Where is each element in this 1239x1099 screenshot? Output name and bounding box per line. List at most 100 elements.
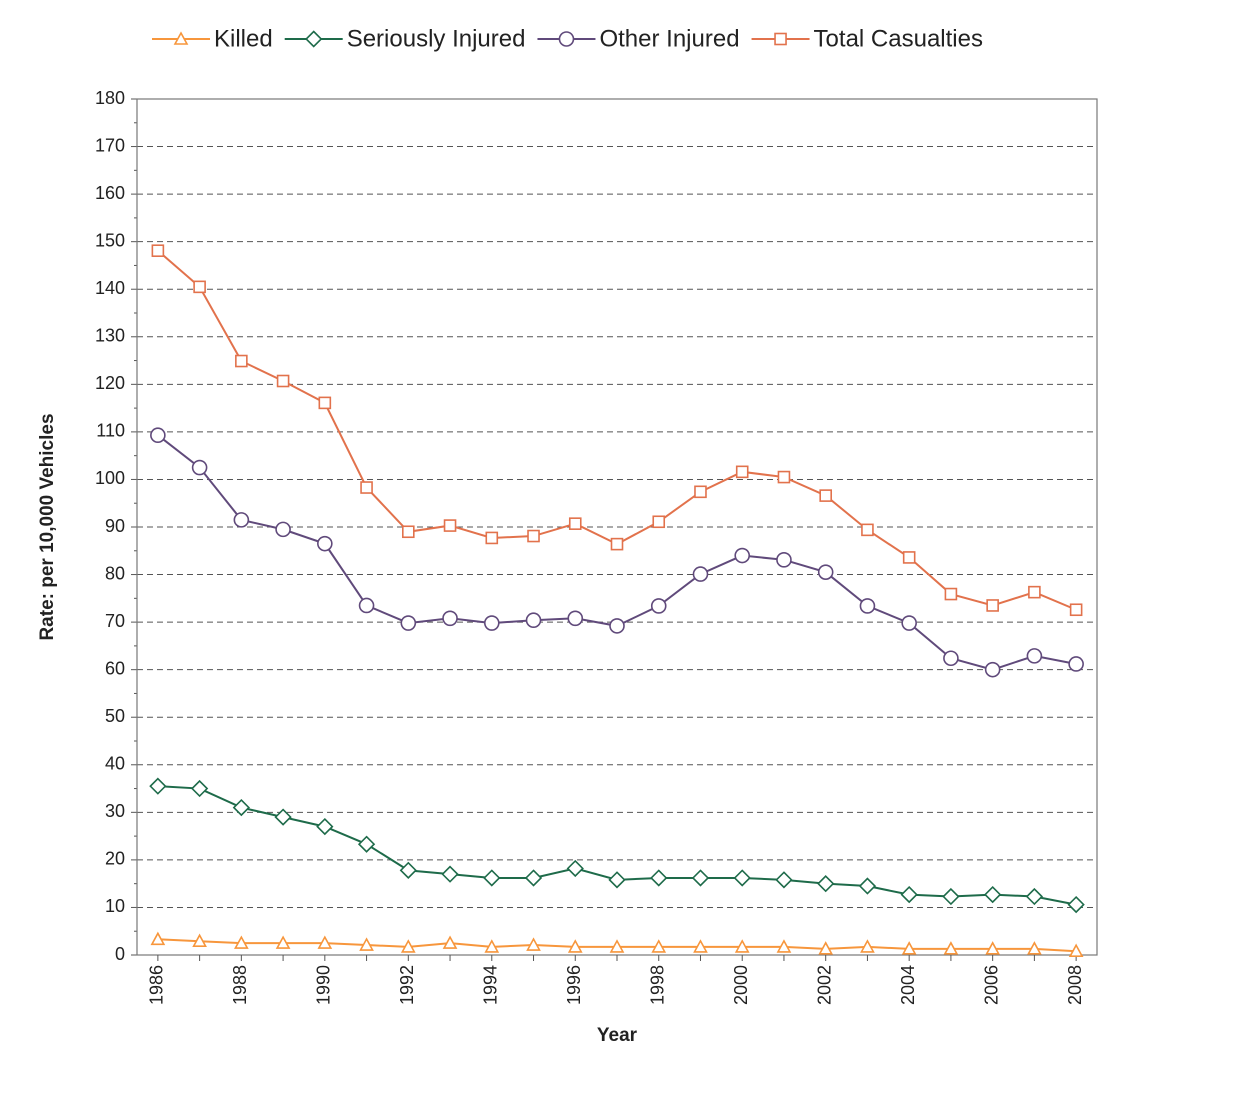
legend-label: Killed [214,25,273,52]
marker [984,661,1001,678]
marker [609,618,625,634]
marker [694,485,707,499]
marker [944,587,958,601]
legend-label: Other Injured [599,25,739,52]
marker [232,798,250,817]
y-tick-label: 60 [105,658,125,678]
marker [819,489,832,502]
marker [776,552,792,568]
marker [775,871,793,889]
marker [568,517,582,530]
y-tick-label: 150 [95,230,125,250]
marker [558,31,575,47]
marker [609,939,625,953]
marker [902,551,916,564]
marker [150,931,166,946]
marker [524,869,543,887]
marker [608,871,626,889]
x-tick-label: 1988 [230,965,250,1005]
marker [1068,943,1084,957]
marker [734,939,750,953]
marker [274,808,292,826]
y-tick-label: 40 [105,754,125,774]
marker [1067,895,1085,914]
marker [400,939,416,953]
series [151,244,1083,617]
marker [359,937,374,951]
series-line [157,249,1077,611]
marker [650,869,668,887]
marker [442,610,458,627]
x-tick-label: 2008 [1065,965,1085,1005]
marker [192,933,207,948]
marker [861,523,874,537]
marker [650,598,667,614]
y-tick-label: 80 [105,563,125,583]
marker [235,354,248,368]
y-tick-label: 90 [105,516,125,536]
marker [191,459,208,476]
legend-label: Total Casualties [814,25,983,52]
marker [1028,585,1041,599]
marker [860,939,875,953]
marker [443,519,457,532]
series [150,427,1084,678]
series-line [157,434,1077,671]
marker [943,650,959,667]
marker [692,566,709,582]
marker [150,427,166,444]
marker [984,885,1002,904]
marker [484,939,500,953]
marker [527,529,540,543]
marker [318,396,332,410]
y-tick-label: 140 [95,278,125,298]
marker [525,612,542,629]
marker [901,941,917,955]
marker [234,935,249,949]
marker [360,481,373,494]
y-tick-label: 110 [96,421,125,441]
marker [317,535,333,552]
marker [985,941,1000,955]
y-tick-label: 70 [105,611,125,631]
marker [275,935,291,949]
x-tick-label: 1990 [314,965,334,1005]
x-tick-label: 1986 [147,965,167,1005]
y-tick-label: 130 [95,326,125,346]
marker [817,875,835,893]
marker [442,935,458,949]
x-tick-label: 2004 [898,965,918,1005]
marker [305,30,323,48]
marker [1068,656,1084,672]
marker [1027,941,1042,955]
x-tick-label: 1992 [397,965,417,1005]
marker [233,512,250,528]
x-tick-label: 2006 [981,965,1001,1005]
marker [275,521,291,538]
marker [151,244,165,258]
y-tick-label: 20 [105,849,125,869]
marker [485,531,499,545]
marker [483,615,500,631]
marker [901,615,917,631]
marker [526,937,541,951]
marker [357,835,376,853]
marker [735,465,749,479]
x-axis-title: Year [597,1025,638,1046]
marker [173,31,189,45]
y-tick-label: 100 [95,468,125,488]
marker [986,599,999,612]
marker [193,280,206,294]
marker [691,869,710,887]
marker [774,32,787,46]
marker [567,939,583,953]
marker [733,869,751,887]
y-tick-label: 0 [115,944,125,964]
marker [400,615,417,631]
marker [652,515,666,529]
marker [858,877,877,895]
marker [859,598,876,614]
marker [942,887,960,906]
marker [900,885,918,904]
legend-label: Seriously Injured [347,25,526,52]
